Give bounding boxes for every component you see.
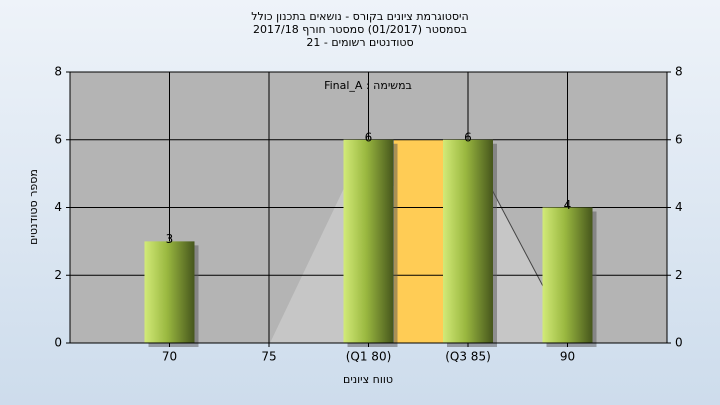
x-tick-label: 90 [560, 350, 575, 364]
bar [144, 241, 195, 343]
chart-subtitle: בסמסטר (01/2017) סמסטר חורף 2017/18 [253, 23, 467, 36]
value-label: 6 [365, 130, 373, 144]
x-tick-label: 70 [162, 350, 177, 364]
y-tick-label: 6 [54, 132, 62, 146]
bar [542, 207, 593, 343]
y-tick-label: 0 [54, 336, 62, 350]
quartile-band [394, 140, 444, 343]
bar [343, 139, 394, 343]
y2-tick-label: 8 [675, 65, 683, 79]
bar [443, 139, 493, 343]
x-tick-label: (Q1 80) [346, 350, 392, 364]
x-tick-label: 75 [261, 350, 276, 364]
annotation: Final_A : במשימה [324, 79, 412, 92]
chart-title: היסטוגרמת ציונים בקורס - נושאים בתכנון כ… [251, 10, 468, 23]
x-axis-label: טווח ציונים [343, 373, 393, 386]
y2-tick-label: 0 [675, 336, 683, 350]
y2-tick-label: 2 [675, 268, 683, 282]
y-tick-label: 8 [54, 65, 62, 79]
value-label: 6 [464, 130, 472, 144]
distribution-line [489, 185, 546, 291]
marks [144, 139, 597, 347]
y-axis-label: מספר סטודנטים [27, 169, 40, 245]
y-tick-label: 2 [54, 268, 62, 282]
y2-tick-label: 6 [675, 132, 683, 146]
value-label: 4 [564, 198, 572, 212]
y2-tick-label: 4 [675, 200, 683, 214]
x-tick-label: (Q3 85) [445, 350, 491, 364]
value-label: 3 [166, 232, 174, 246]
y-tick-label: 4 [54, 200, 62, 214]
chart-subtitle: סטודנטים רשומים - 21 [306, 36, 413, 49]
